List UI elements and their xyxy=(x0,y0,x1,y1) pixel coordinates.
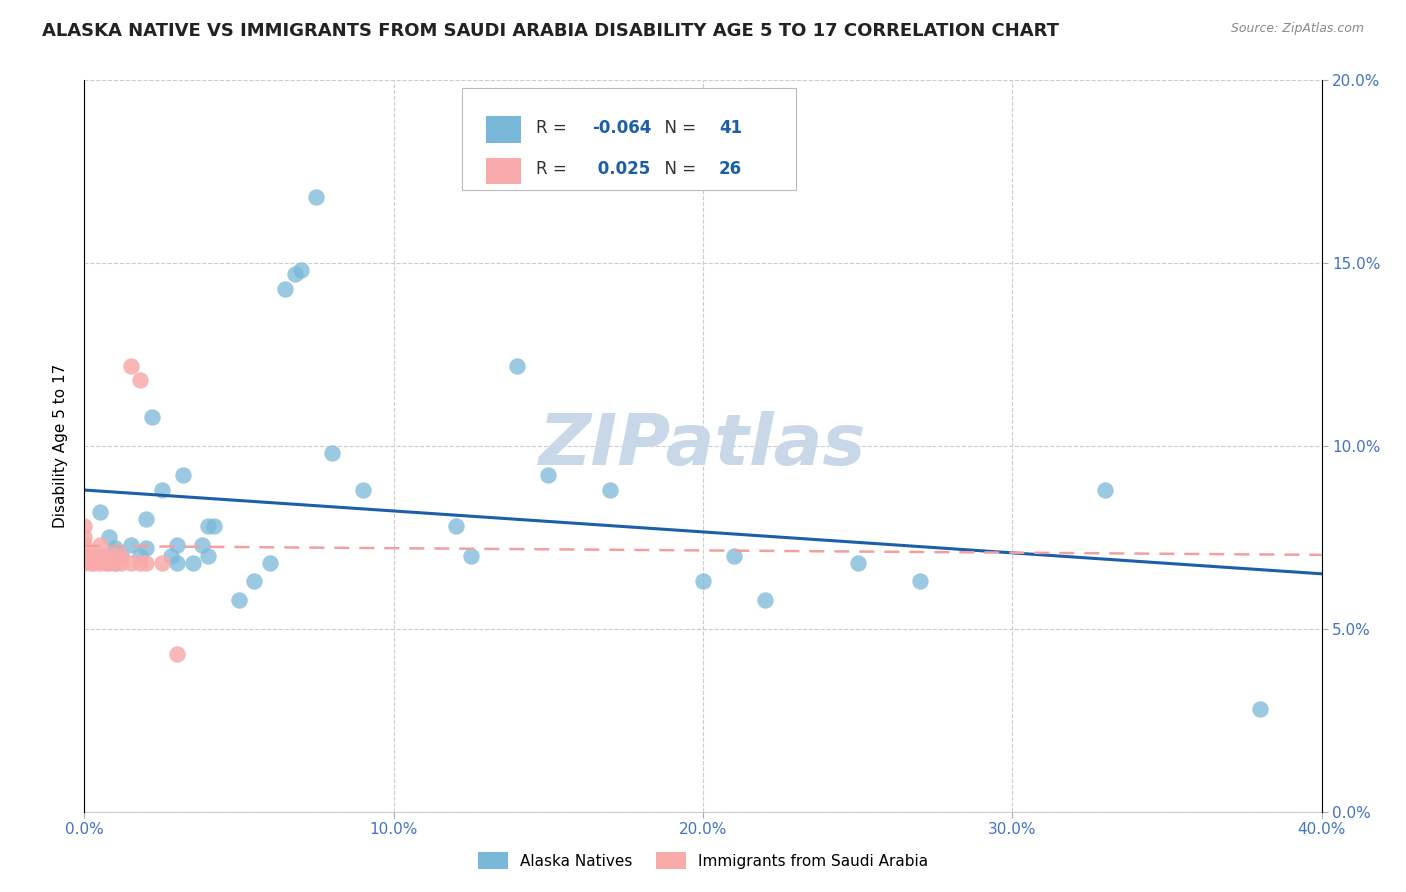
Point xyxy=(73,549,96,563)
Point xyxy=(98,549,121,563)
Text: N =: N = xyxy=(654,119,700,136)
Point xyxy=(73,530,96,544)
Point xyxy=(202,519,225,533)
Point xyxy=(274,282,297,296)
Legend: Alaska Natives, Immigrants from Saudi Arabia: Alaska Natives, Immigrants from Saudi Ar… xyxy=(471,846,935,875)
Point xyxy=(135,512,157,526)
Point xyxy=(110,549,132,563)
Point xyxy=(150,483,173,497)
Point xyxy=(197,549,219,563)
Point xyxy=(98,556,121,570)
Text: N =: N = xyxy=(654,161,700,178)
Point xyxy=(83,549,105,563)
Point xyxy=(89,556,111,570)
Point xyxy=(191,538,214,552)
Point xyxy=(754,592,776,607)
Point xyxy=(135,541,157,556)
Point xyxy=(284,267,307,281)
Point xyxy=(228,592,250,607)
Point xyxy=(110,549,132,563)
Point xyxy=(444,519,467,533)
Point xyxy=(120,359,142,373)
Point xyxy=(98,530,121,544)
Text: 0.025: 0.025 xyxy=(592,161,650,178)
FancyBboxPatch shape xyxy=(486,158,522,184)
Point xyxy=(89,549,111,563)
Point xyxy=(166,556,188,570)
Point xyxy=(692,574,714,589)
Text: ZIPatlas: ZIPatlas xyxy=(540,411,866,481)
Point xyxy=(120,538,142,552)
Text: -0.064: -0.064 xyxy=(592,119,651,136)
Point xyxy=(73,519,96,533)
Text: ALASKA NATIVE VS IMMIGRANTS FROM SAUDI ARABIA DISABILITY AGE 5 TO 17 CORRELATION: ALASKA NATIVE VS IMMIGRANTS FROM SAUDI A… xyxy=(42,22,1059,40)
Point xyxy=(104,541,127,556)
FancyBboxPatch shape xyxy=(486,116,522,143)
Point xyxy=(89,505,111,519)
Point xyxy=(243,574,266,589)
Point xyxy=(846,556,869,570)
Point xyxy=(908,574,931,589)
Point xyxy=(79,549,101,563)
Point xyxy=(120,556,142,570)
Point xyxy=(305,190,328,204)
Text: R =: R = xyxy=(536,161,572,178)
Point xyxy=(197,519,219,533)
Text: R =: R = xyxy=(536,119,572,136)
Point xyxy=(73,556,96,570)
Point xyxy=(1249,702,1271,716)
Point xyxy=(290,263,312,277)
Point xyxy=(104,556,127,570)
Point xyxy=(104,556,127,570)
Point xyxy=(166,648,188,662)
Point xyxy=(104,549,127,563)
Point xyxy=(181,556,204,570)
Text: 26: 26 xyxy=(718,161,742,178)
Point xyxy=(506,359,529,373)
Point xyxy=(73,538,96,552)
Point xyxy=(537,468,560,483)
Point xyxy=(94,556,117,570)
Point xyxy=(172,468,194,483)
Text: Source: ZipAtlas.com: Source: ZipAtlas.com xyxy=(1230,22,1364,36)
Point xyxy=(160,549,183,563)
Point xyxy=(79,556,101,570)
Point xyxy=(129,549,152,563)
Y-axis label: Disability Age 5 to 17: Disability Age 5 to 17 xyxy=(53,364,69,528)
Point xyxy=(723,549,745,563)
Point xyxy=(460,549,482,563)
Point xyxy=(259,556,281,570)
Text: 41: 41 xyxy=(718,119,742,136)
Point xyxy=(110,556,132,570)
Point xyxy=(141,409,163,424)
Point xyxy=(129,556,152,570)
Point xyxy=(352,483,374,497)
Point xyxy=(150,556,173,570)
Point xyxy=(89,538,111,552)
Point xyxy=(1094,483,1116,497)
Point xyxy=(135,556,157,570)
Point xyxy=(599,483,621,497)
Point xyxy=(129,373,152,387)
Point xyxy=(83,556,105,570)
Point xyxy=(321,446,343,460)
Point xyxy=(166,538,188,552)
FancyBboxPatch shape xyxy=(461,87,796,190)
